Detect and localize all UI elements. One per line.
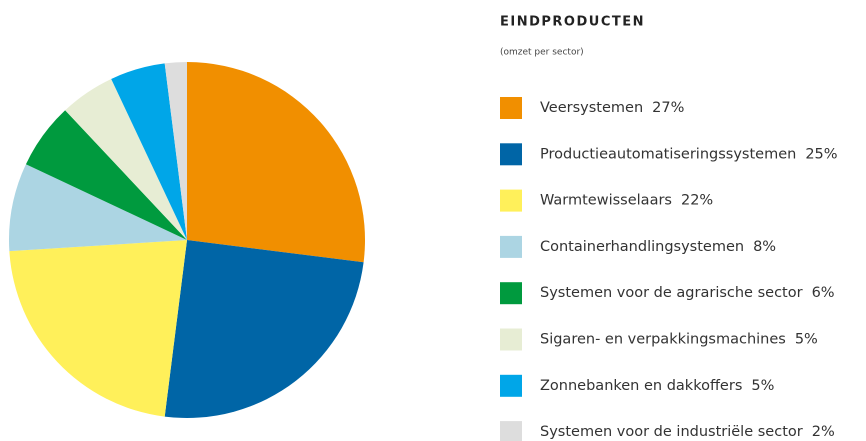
legend-name: Systemen voor de agrarische sector (540, 285, 803, 301)
legend-value: 5% (751, 378, 774, 394)
legend-value: 8% (753, 239, 776, 255)
legend-swatch (500, 189, 522, 212)
legend-label: Containerhandlingsystemen 8% (540, 239, 776, 255)
legend-label: Systemen voor de industriële sector 2% (540, 424, 835, 440)
legend-value: 5% (795, 332, 818, 348)
legend-name: Warmtewisselaars (540, 193, 672, 209)
legend-name: Veersystemen (540, 100, 643, 116)
legend-name: Containerhandlingsystemen (540, 239, 744, 255)
legend-value: 6% (812, 285, 835, 301)
legend-label: Warmtewisselaars 22% (540, 193, 713, 209)
pie-slice (164, 240, 364, 418)
legend-swatch (500, 328, 522, 351)
chart-title: EINDPRODUCTEN (500, 15, 645, 30)
legend-label: Systemen voor de agrarische sector 6% (540, 285, 835, 301)
legend-swatch (500, 143, 522, 166)
legend-swatch (500, 97, 522, 119)
legend-name: Productieautomatiseringssystemen (540, 146, 796, 162)
legend-name: Zonnebanken en dakkoffers (540, 378, 742, 394)
pie-slice (164, 62, 187, 240)
legend-label: Productieautomatiseringssystemen 25% (540, 146, 838, 162)
pie-slice (8, 164, 187, 252)
pie-slice (65, 78, 187, 240)
legend-label: Veersystemen 27% (540, 100, 684, 116)
legend-value: 25% (805, 146, 837, 162)
pie-slice (25, 110, 188, 240)
legend-swatch (500, 421, 522, 441)
pie-slice (187, 62, 365, 263)
pie-slice (111, 63, 187, 241)
chart-subtitle: (omzet per sector) (500, 48, 584, 58)
legend-swatch (500, 282, 522, 305)
legend-value: 22% (681, 193, 713, 209)
legend-label: Sigaren- en verpakkingsmachines 5% (540, 332, 818, 348)
legend-name: Systemen voor de industriële sector (540, 424, 803, 440)
legend-swatch (500, 374, 522, 397)
pie-slice (9, 240, 187, 417)
legend-swatch (500, 235, 522, 258)
legend-label: Zonnebanken en dakkoffers 5% (540, 378, 774, 394)
legend-value: 27% (652, 100, 684, 116)
legend-value: 2% (812, 424, 835, 440)
legend-name: Sigaren- en verpakkingsmachines (540, 332, 786, 348)
